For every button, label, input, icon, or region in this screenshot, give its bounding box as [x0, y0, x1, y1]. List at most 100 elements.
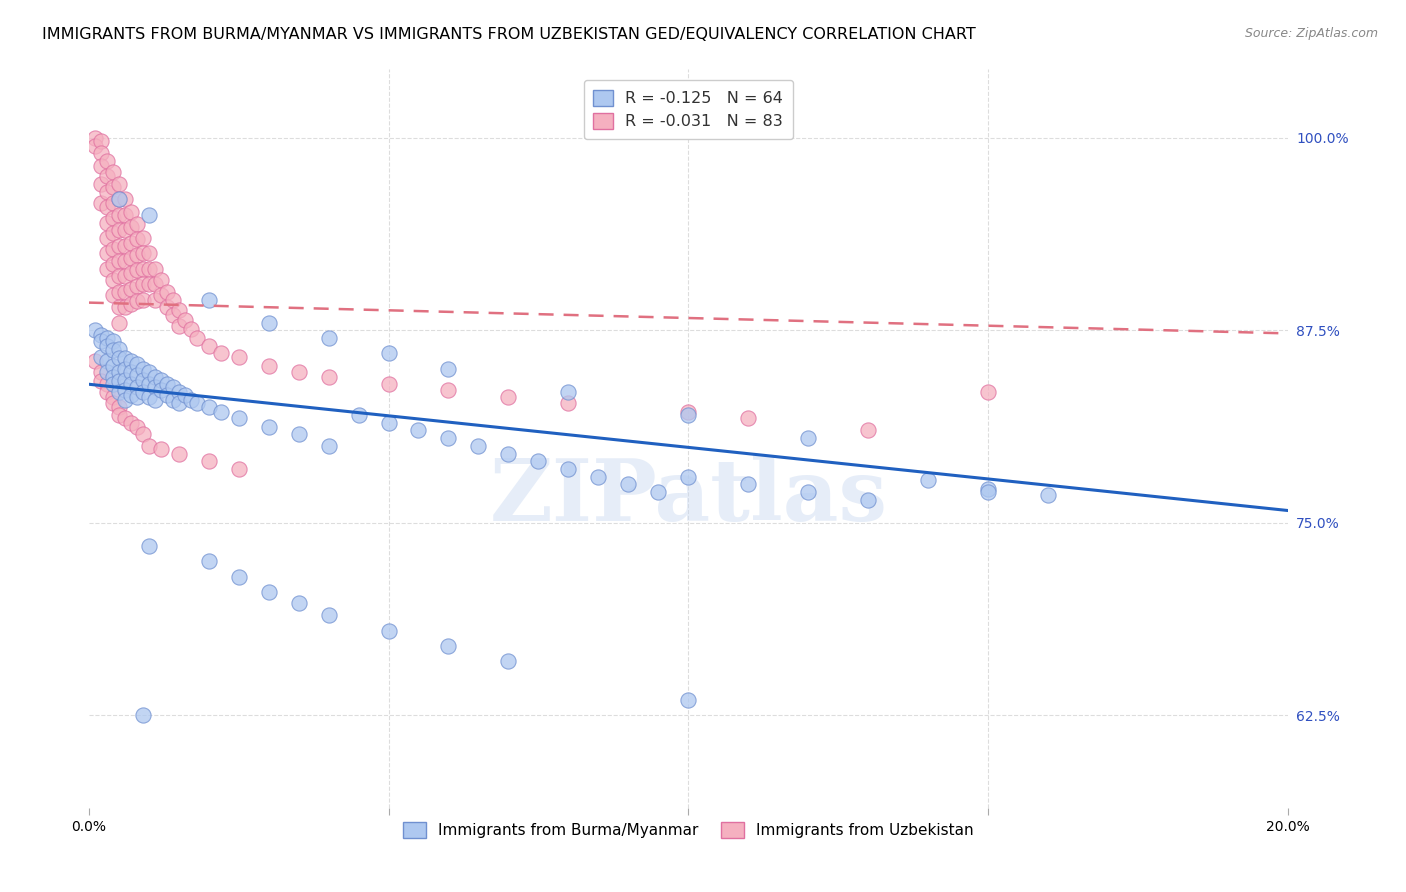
Point — [120, 297, 142, 311]
Point — [96, 231, 118, 245]
Point — [90, 350, 112, 364]
Point — [125, 420, 148, 434]
Point — [228, 570, 250, 584]
Point — [138, 390, 160, 404]
Point — [149, 442, 172, 456]
Point — [557, 384, 579, 399]
Point — [167, 303, 190, 318]
Point — [498, 390, 520, 404]
Point — [114, 208, 136, 222]
Point — [96, 331, 118, 345]
Point — [156, 388, 179, 402]
Point — [101, 227, 124, 241]
Point — [107, 342, 129, 356]
Point — [107, 238, 129, 252]
Point — [101, 390, 124, 404]
Point — [143, 261, 166, 276]
Point — [107, 408, 129, 422]
Point — [107, 177, 129, 191]
Point — [107, 285, 129, 299]
Point — [107, 351, 129, 365]
Point — [173, 312, 195, 326]
Point — [377, 377, 399, 392]
Point — [101, 195, 124, 210]
Point — [143, 293, 166, 307]
Point — [318, 608, 340, 623]
Point — [114, 411, 136, 425]
Point — [107, 316, 129, 330]
Point — [138, 277, 160, 292]
Point — [131, 708, 153, 723]
Point — [131, 426, 153, 441]
Point — [257, 359, 280, 373]
Point — [107, 193, 129, 207]
Point — [83, 138, 105, 153]
Point — [96, 365, 118, 379]
Point — [138, 246, 160, 260]
Point — [498, 446, 520, 460]
Point — [149, 373, 172, 387]
Point — [90, 328, 112, 343]
Point — [120, 282, 142, 296]
Point — [131, 293, 153, 307]
Point — [90, 374, 112, 388]
Point — [120, 377, 142, 392]
Point — [1036, 488, 1059, 502]
Point — [107, 208, 129, 222]
Point — [120, 204, 142, 219]
Point — [257, 420, 280, 434]
Point — [125, 263, 148, 277]
Point — [318, 331, 340, 345]
Point — [167, 384, 190, 399]
Point — [114, 351, 136, 365]
Point — [138, 365, 160, 379]
Point — [228, 350, 250, 364]
Point — [162, 392, 184, 407]
Point — [96, 153, 118, 168]
Point — [125, 217, 148, 231]
Legend: Immigrants from Burma/Myanmar, Immigrants from Uzbekistan: Immigrants from Burma/Myanmar, Immigrant… — [396, 816, 980, 845]
Point — [977, 384, 1000, 399]
Point — [107, 269, 129, 284]
Point — [149, 288, 172, 302]
Point — [557, 462, 579, 476]
Point — [96, 200, 118, 214]
Point — [318, 369, 340, 384]
Point — [101, 242, 124, 256]
Point — [114, 254, 136, 268]
Point — [167, 395, 190, 409]
Point — [90, 159, 112, 173]
Point — [977, 482, 1000, 496]
Point — [257, 585, 280, 599]
Point — [737, 411, 759, 425]
Point — [107, 365, 129, 379]
Point — [114, 285, 136, 299]
Point — [287, 596, 309, 610]
Point — [120, 251, 142, 265]
Point — [557, 395, 579, 409]
Point — [162, 308, 184, 322]
Point — [498, 655, 520, 669]
Point — [138, 439, 160, 453]
Point — [197, 293, 219, 307]
Point — [114, 223, 136, 237]
Point — [856, 492, 879, 507]
Point — [467, 439, 489, 453]
Point — [209, 405, 232, 419]
Point — [287, 426, 309, 441]
Point — [83, 323, 105, 337]
Point — [101, 334, 124, 348]
Point — [437, 431, 460, 445]
Point — [96, 261, 118, 276]
Point — [125, 390, 148, 404]
Point — [101, 211, 124, 225]
Point — [162, 380, 184, 394]
Point — [114, 300, 136, 314]
Point — [120, 220, 142, 235]
Point — [437, 639, 460, 653]
Point — [156, 377, 179, 392]
Point — [107, 384, 129, 399]
Point — [149, 384, 172, 398]
Point — [96, 384, 118, 399]
Point — [131, 373, 153, 387]
